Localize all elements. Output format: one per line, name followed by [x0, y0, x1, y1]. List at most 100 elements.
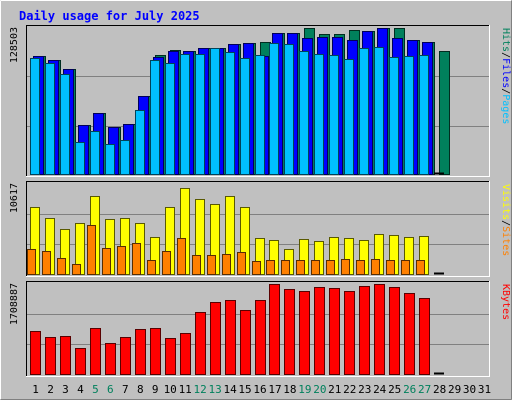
bar-sites-day-7	[117, 246, 126, 275]
bar-pages-day-3	[60, 74, 70, 175]
bar-sites-day-3	[57, 258, 66, 275]
bar-pages-day-20	[314, 54, 324, 175]
bar-pages-day-18	[284, 44, 294, 175]
day-label-15: 15	[238, 383, 251, 396]
day-label-14: 14	[223, 383, 237, 396]
bar-pages-day-23	[359, 48, 369, 175]
bar-sites-day-10	[162, 251, 171, 275]
chart-title: Daily usage for July 2025	[19, 9, 200, 23]
day-label-31: 31	[478, 383, 491, 396]
bar-sites-day-25	[386, 260, 395, 275]
bar-hits-day-28	[439, 51, 450, 175]
bar-pages-day-16	[255, 55, 265, 175]
day-label-17: 17	[268, 383, 281, 396]
bar-sites-day-2	[42, 251, 51, 275]
legend-pages-files-hits: Hits/Files/Pages	[500, 28, 511, 124]
bar-pages-day-21	[329, 55, 339, 175]
bar-pages-day-15	[240, 58, 250, 175]
bar-kbytes-day-11	[180, 333, 191, 375]
bar-kbytes-day-2	[45, 337, 56, 375]
day-label-10: 10	[164, 383, 177, 396]
day-label-4: 4	[77, 383, 84, 396]
bar-kbytes-day-10	[165, 338, 176, 375]
legend-item-visits-sites-0: Visits	[500, 184, 511, 220]
bar-pages-day-19	[299, 51, 309, 175]
bar-pages-day-1	[30, 58, 40, 175]
day-label-30: 30	[463, 383, 476, 396]
bar-sites-day-22	[341, 259, 350, 275]
bar-kbytes-day-4	[75, 348, 86, 375]
bar-sites-day-4	[72, 264, 81, 275]
bar-kbytes-day-1	[30, 331, 41, 375]
bar-kbytes-day-16	[255, 300, 266, 375]
max-label-visits-sites: 10617	[9, 183, 20, 213]
bar-sites-day-21	[326, 260, 335, 275]
bar-sites-day-23	[356, 260, 365, 275]
bar-sites-day-9	[147, 260, 156, 275]
legend-item-visits-sites-2: Sites	[500, 226, 511, 256]
bar-kbytes-day-14	[225, 300, 236, 375]
bar-sites-day-24	[371, 259, 380, 275]
bar-sites-day-26	[401, 260, 410, 275]
bar-kbytes-day-15	[240, 310, 251, 375]
bar-pages-day-13	[210, 48, 220, 175]
day-label-28: 28	[433, 383, 446, 396]
bar-kbytes-day-8	[135, 329, 146, 375]
day-labels: 1 2 3 4 5 6 7 8 9 10 11 12 13 14 15 16 17 18 19 20 21 22 23 24 2…	[32, 383, 491, 396]
legend-item-pages-files-hits-1: /	[500, 52, 511, 58]
day-label-21: 21	[328, 383, 341, 396]
day-label-8: 8	[137, 383, 144, 396]
legend-item-kbytes-0: KBytes	[500, 284, 511, 320]
bar-pages-day-26	[404, 56, 414, 175]
bar-kbytes-day-24	[374, 284, 385, 375]
bar-kbytes-day-12	[195, 312, 206, 375]
day-label-24: 24	[373, 383, 387, 396]
day-label-9: 9	[152, 383, 159, 396]
legend-item-pages-files-hits-3: /	[500, 88, 511, 94]
bar-kbytes-day-9	[150, 328, 161, 375]
bar-sites-day-16	[252, 261, 261, 275]
bar-pages-day-17	[269, 43, 279, 175]
bar-pages-day-7	[120, 140, 130, 175]
bar-kbytes-day-23	[359, 286, 370, 375]
bar-kbytes-day-18	[284, 289, 295, 375]
legend-item-visits-sites-1: /	[500, 220, 511, 226]
bar-kbytes-day-19	[299, 291, 310, 375]
day-label-5: 5	[92, 383, 99, 396]
day-label-16: 16	[253, 383, 266, 396]
bar-kbytes-day-26	[404, 293, 415, 375]
bar-kbytes-day-3	[60, 336, 71, 375]
bar-pages-day-11	[180, 54, 190, 175]
bar-kbytes-day-13	[210, 302, 221, 375]
legend-item-pages-files-hits-0: Hits	[500, 28, 511, 52]
bar-pages-day-2	[45, 63, 55, 175]
bar-kbytes-day-17	[269, 284, 280, 375]
legend-item-pages-files-hits-4: Pages	[500, 94, 511, 124]
day-label-18: 18	[283, 383, 296, 396]
bar-kbytes-day-21	[329, 288, 340, 375]
day-label-11: 11	[179, 383, 192, 396]
bar-sites-day-8	[132, 243, 141, 275]
bar-sites-day-14	[222, 254, 231, 275]
bar-kbytes-day-20	[314, 287, 325, 375]
bar-sites-day-20	[311, 260, 320, 275]
bar-kbytes-day-22	[344, 291, 355, 375]
bar-kbytes-day-6	[105, 343, 116, 375]
bar-sites-day-13	[207, 255, 216, 275]
bar-pages-day-12	[195, 54, 205, 175]
max-label-pages-files-hits: 128503	[9, 27, 20, 63]
day-label-26: 26	[403, 383, 416, 396]
day-label-12: 12	[193, 383, 206, 396]
bar-pages-day-5	[90, 131, 100, 175]
legend-kbytes: KBytes	[500, 284, 511, 320]
bar-sites-day-12	[192, 255, 201, 275]
bar-kbytes-day-25	[389, 287, 400, 375]
panel-visits-sites: 10617 Visits/Sites	[9, 181, 511, 277]
bar-sites-day-11	[177, 238, 186, 275]
bar-kbytes-day-5	[90, 328, 101, 375]
bar-pages-day-6	[105, 144, 115, 175]
bar-pages-day-10	[165, 63, 175, 175]
bar-pages-day-9	[150, 60, 160, 175]
